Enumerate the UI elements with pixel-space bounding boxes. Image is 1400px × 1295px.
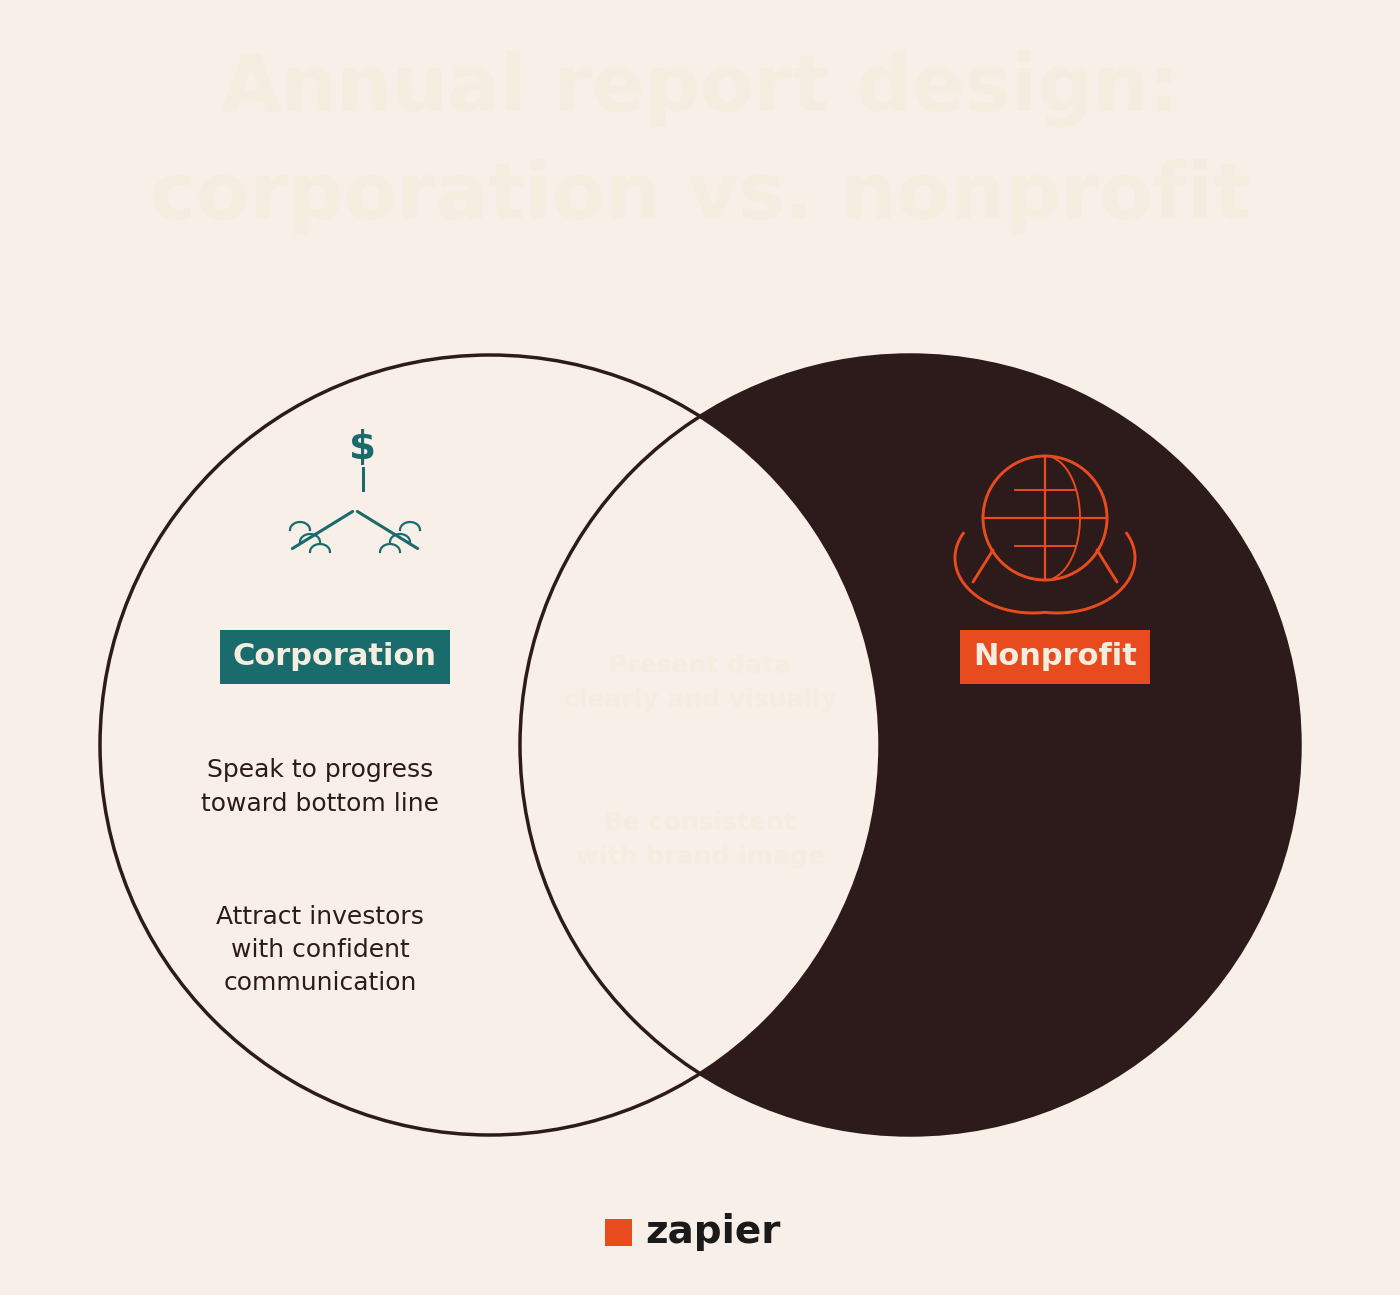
Text: Be consistent
with brand image: Be consistent with brand image (575, 811, 825, 869)
Text: Evoke emotion to
build support: Evoke emotion to build support (956, 759, 1175, 816)
Text: Corporation: Corporation (232, 642, 437, 672)
Text: Annual report design:: Annual report design: (221, 51, 1179, 127)
Text: Present data
clearly and visually: Present data clearly and visually (563, 654, 837, 712)
Text: zapier: zapier (645, 1213, 780, 1251)
Text: Attract investors
with confident
communication: Attract investors with confident communi… (216, 904, 424, 996)
Text: corporation vs. nonprofit: corporation vs. nonprofit (150, 159, 1250, 234)
Text: Nonprofit: Nonprofit (973, 642, 1137, 672)
Text: $: $ (350, 429, 377, 467)
Text: Speak to progress
toward bottom line: Speak to progress toward bottom line (202, 759, 440, 816)
Text: Speak to
organization's
mission: Speak to organization's mission (977, 904, 1152, 996)
FancyBboxPatch shape (605, 1219, 631, 1246)
Polygon shape (700, 355, 1301, 1134)
